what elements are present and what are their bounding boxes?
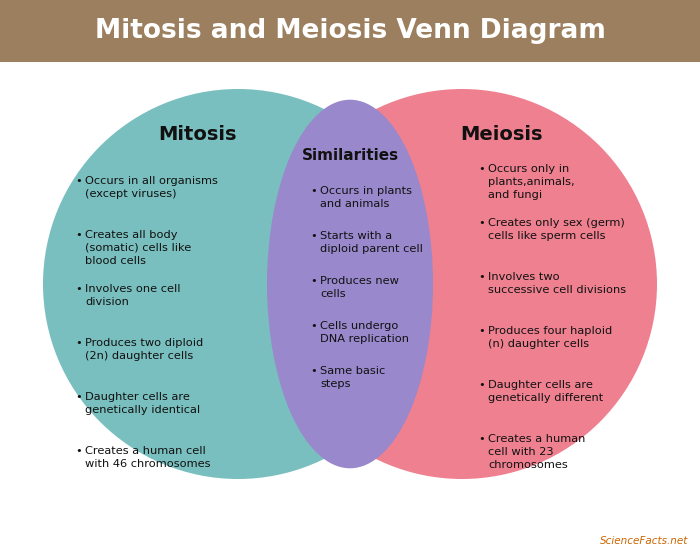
- Text: •: •: [478, 218, 484, 228]
- Text: •: •: [75, 176, 82, 186]
- Text: Produces four haploid
(n) daughter cells: Produces four haploid (n) daughter cells: [488, 326, 612, 349]
- Text: Involves two
successive cell divisions: Involves two successive cell divisions: [488, 272, 626, 295]
- Text: •: •: [478, 326, 484, 336]
- Text: Meiosis: Meiosis: [461, 125, 543, 143]
- Text: Produces new
cells: Produces new cells: [320, 276, 399, 299]
- Text: Creates a human cell
with 46 chromosomes: Creates a human cell with 46 chromosomes: [85, 446, 211, 469]
- Text: •: •: [478, 380, 484, 390]
- Text: •: •: [75, 230, 82, 240]
- Text: Same basic
steps: Same basic steps: [320, 366, 385, 389]
- Ellipse shape: [267, 100, 433, 468]
- Text: Creates only sex (germ)
cells like sperm cells: Creates only sex (germ) cells like sperm…: [488, 218, 624, 241]
- Text: Mitosis: Mitosis: [159, 125, 237, 143]
- Text: Daughter cells are
genetically different: Daughter cells are genetically different: [488, 380, 603, 403]
- Text: Occurs in all organisms
(except viruses): Occurs in all organisms (except viruses): [85, 176, 218, 199]
- Text: •: •: [478, 434, 484, 444]
- Text: Occurs only in
plants,animals,
and fungi: Occurs only in plants,animals, and fungi: [488, 164, 575, 199]
- Text: Mitosis and Meiosis Venn Diagram: Mitosis and Meiosis Venn Diagram: [94, 18, 606, 44]
- Bar: [0, 0, 700, 62]
- Text: Creates a human
cell with 23
chromosomes: Creates a human cell with 23 chromosomes: [488, 434, 585, 470]
- Text: •: •: [310, 321, 316, 331]
- Text: Occurs in plants
and animals: Occurs in plants and animals: [320, 186, 412, 209]
- Text: •: •: [75, 392, 82, 402]
- Text: •: •: [478, 272, 484, 282]
- Circle shape: [267, 89, 657, 479]
- Text: •: •: [310, 276, 316, 286]
- Text: Produces two diploid
(2n) daughter cells: Produces two diploid (2n) daughter cells: [85, 338, 203, 361]
- Text: •: •: [75, 338, 82, 348]
- Text: Involves one cell
division: Involves one cell division: [85, 284, 181, 307]
- Text: Creates all body
(somatic) cells like
blood cells: Creates all body (somatic) cells like bl…: [85, 230, 191, 265]
- Text: •: •: [310, 231, 316, 241]
- Circle shape: [43, 89, 433, 479]
- Text: •: •: [478, 164, 484, 174]
- Text: ScienceFacts.net: ScienceFacts.net: [600, 536, 688, 546]
- Text: •: •: [75, 284, 82, 294]
- Text: Similarities: Similarities: [302, 148, 398, 163]
- Text: •: •: [310, 186, 316, 196]
- Text: Starts with a
diploid parent cell: Starts with a diploid parent cell: [320, 231, 423, 254]
- Text: Daughter cells are
genetically identical: Daughter cells are genetically identical: [85, 392, 200, 415]
- Text: •: •: [75, 446, 82, 456]
- Text: Cells undergo
DNA replication: Cells undergo DNA replication: [320, 321, 409, 344]
- Text: •: •: [310, 366, 316, 376]
